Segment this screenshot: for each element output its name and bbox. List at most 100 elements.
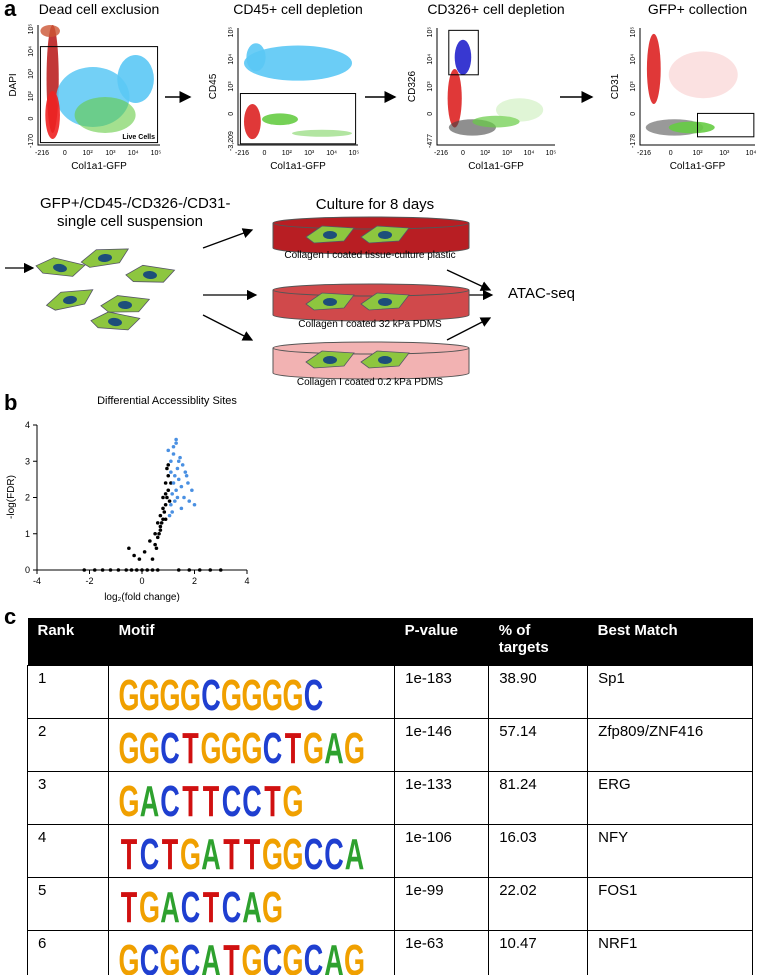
x-tick-label: 10⁴: [524, 150, 535, 157]
nucleus: [323, 231, 337, 239]
best-match-cell: Zfp809/ZNF416: [587, 718, 753, 772]
data-point: [140, 568, 144, 572]
data-point: [157, 531, 161, 536]
data-point: [161, 506, 165, 511]
x-axis-label: Col1a1-GFP: [71, 161, 127, 172]
percent-cell: 81.24: [488, 771, 589, 825]
x-tick-label: 10⁴: [128, 150, 139, 157]
column-header: Best Match: [587, 618, 753, 666]
data-point: [165, 495, 169, 500]
y-tick-label: 1: [25, 529, 30, 539]
table-row: 6 G C G C A T G C G C A G 1e-63 10.47 NRF1: [26, 930, 753, 975]
dish-top: [272, 341, 470, 355]
data-point: [170, 492, 174, 496]
cell-density: [74, 97, 136, 133]
data-point: [159, 521, 164, 525]
data-point: [167, 513, 172, 518]
motif-letter: G: [344, 935, 365, 975]
motif-letter: A: [201, 829, 220, 871]
rank-cell: 1: [26, 665, 110, 719]
percent-cell: 22.02: [488, 877, 589, 931]
plot-title: CD326+ cell depletion: [427, 1, 564, 17]
motif-letter: C: [181, 935, 200, 975]
motif-letter: T: [223, 935, 239, 975]
motif-letter: G: [119, 723, 140, 765]
motif-letter: G: [262, 882, 283, 924]
data-point: [158, 513, 163, 518]
data-point: [218, 568, 223, 572]
data-point: [184, 473, 189, 478]
data-point: [158, 528, 163, 532]
x-axis-label: Col1a1-GFP: [670, 161, 726, 172]
data-point: [163, 492, 168, 496]
motif-letter: A: [345, 829, 364, 871]
axes: [37, 25, 160, 146]
motif-letter: C: [181, 882, 200, 924]
plot-title: GFP+ collection: [648, 1, 747, 17]
arrow: [202, 228, 254, 249]
table-row: 2 G G C T G G G C T G A G 1e-146 57.14 Zfp809/ZNF416: [26, 718, 753, 773]
gate-label: Live Cells: [122, 134, 155, 141]
data-point: [171, 444, 176, 449]
motif-letter: G: [283, 776, 304, 818]
motif-letter: G: [139, 882, 160, 924]
data-point: [155, 535, 160, 540]
cell: [100, 295, 151, 313]
y-tick-label: -170: [28, 134, 35, 148]
arrow: [446, 317, 492, 341]
data-point: [187, 568, 192, 572]
data-point: [170, 510, 174, 514]
data-point: [127, 546, 131, 551]
cell-density: [646, 33, 661, 105]
arrow: [446, 269, 492, 291]
data-point: [142, 550, 147, 554]
y-tick-label: 4: [25, 420, 30, 430]
x-tick-label: 4: [244, 576, 249, 586]
cell-density: [447, 68, 462, 128]
y-tick-label: 10⁵: [28, 24, 35, 35]
motif-letter: C: [304, 935, 323, 975]
motif-letter: G: [201, 723, 222, 765]
data-point: [108, 568, 113, 572]
cell-density: [244, 45, 352, 81]
y-tick-label: 10²: [28, 90, 35, 101]
y-tick-label: 10⁴: [28, 46, 35, 57]
data-point: [161, 517, 165, 522]
y-tick-label: 10³: [228, 81, 235, 92]
percent-cell: 57.14: [488, 718, 589, 772]
data-point: [183, 470, 188, 474]
motif-letter: C: [263, 723, 282, 765]
data-point: [124, 568, 129, 572]
rank-cell: 4: [26, 824, 110, 878]
y-tick-label: -3,209: [228, 131, 235, 151]
data-point: [174, 437, 178, 442]
x-tick-label: 10⁴: [746, 150, 757, 157]
data-point: [208, 568, 213, 572]
data-point: [166, 463, 171, 467]
motif-letter: C: [201, 670, 220, 712]
condition-label: Collagen I coated 32 kPa PDMS: [298, 319, 442, 330]
nucleus: [323, 298, 337, 306]
motif-letter: C: [304, 829, 323, 871]
motif-letter: C: [140, 935, 159, 975]
data-point: [174, 441, 178, 445]
motif-letter: A: [160, 882, 179, 924]
x-axis-label: log₂(fold change): [104, 592, 180, 603]
x-tick-label: 10³: [105, 150, 116, 157]
data-point: [192, 502, 197, 507]
motif-letter: T: [203, 882, 219, 924]
gate: [39, 46, 159, 144]
motif-letter: G: [242, 670, 263, 712]
culture-title: Culture for 8 days: [315, 196, 435, 213]
best-match-cell: ERG: [587, 771, 753, 825]
data-point: [153, 531, 157, 536]
rank-cell: 5: [26, 877, 110, 931]
motif-letter: T: [264, 776, 280, 818]
motif-letter: G: [221, 723, 242, 765]
cell-density: [495, 98, 544, 122]
best-match-cell: NFY: [587, 824, 753, 878]
